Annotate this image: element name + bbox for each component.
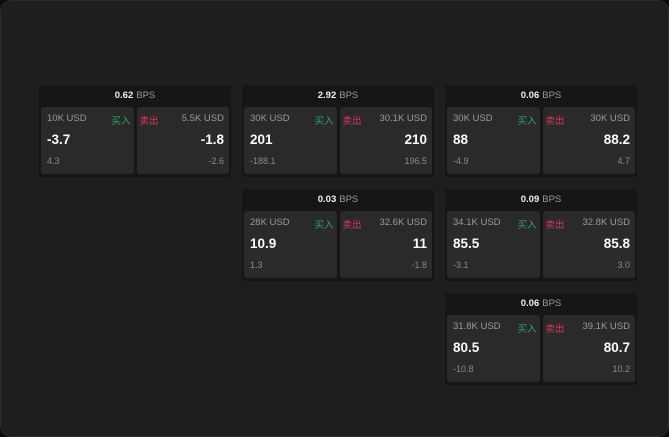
buy-price: 201 (250, 132, 273, 147)
buy-quantity: 30K USD (453, 113, 493, 124)
buy-card[interactable]: 34.1K USD 买入 85.5 -3.1 (447, 211, 540, 278)
sell-card[interactable]: 30K USD 卖出 88.2 4.7 (542, 107, 635, 174)
sell-card[interactable]: 30.1K USD 卖出 210 196.5 (339, 107, 432, 174)
spread-header: 0.62 BPS (39, 85, 231, 106)
buy-label: 买入 (517, 220, 537, 231)
buy-change: 4.3 (47, 156, 60, 166)
buy-change: -188.1 (250, 156, 276, 166)
sell-label: 卖出 (342, 220, 362, 231)
spread-unit: BPS (339, 194, 359, 205)
quote-cards: 34.1K USD 买入 85.5 -3.1 32.8K USD 卖出 85.8… (447, 211, 635, 278)
quote-cards: 30K USD 买入 88 -4.9 30K USD 卖出 88.2 4.7 (447, 107, 635, 174)
sell-card[interactable]: 32.8K USD 卖出 85.8 3.0 (542, 211, 635, 278)
buy-change: -10.8 (453, 364, 474, 374)
buy-card[interactable]: 30K USD 买入 201 -188.1 (244, 107, 337, 174)
sell-label: 卖出 (342, 116, 362, 127)
quote-widget: 2.92 BPS 30K USD 买入 201 -188.1 30.1K USD … (242, 85, 434, 177)
sell-price: -1.8 (200, 132, 224, 147)
sell-change: -2.6 (208, 156, 224, 166)
buy-quantity: 28K USD (250, 217, 290, 228)
sell-quantity: 32.6K USD (379, 217, 427, 228)
sell-change: 3.0 (617, 260, 630, 270)
spread-header: 0.03 BPS (242, 189, 434, 210)
sell-quantity: 32.8K USD (582, 217, 630, 228)
spread-unit: BPS (542, 194, 562, 205)
sell-quantity: 30.1K USD (379, 113, 427, 124)
spread-value: 0.06 (520, 90, 540, 101)
buy-card[interactable]: 30K USD 买入 88 -4.9 (447, 107, 540, 174)
spread-header: 0.06 BPS (445, 85, 637, 106)
spread-unit: BPS (542, 90, 562, 101)
sell-label: 卖出 (545, 220, 565, 231)
spread-header: 2.92 BPS (242, 85, 434, 106)
buy-price: 80.5 (453, 340, 480, 355)
sell-price: 11 (412, 236, 427, 251)
spread-value: 0.03 (317, 194, 337, 205)
buy-quantity: 34.1K USD (453, 217, 501, 228)
spread-unit: BPS (136, 90, 156, 101)
buy-change: -4.9 (453, 156, 469, 166)
quote-cards: 28K USD 买入 10.9 1.3 32.6K USD 卖出 11 -1.8 (244, 211, 432, 278)
sell-card[interactable]: 5.5K USD 卖出 -1.8 -2.6 (136, 107, 229, 174)
spread-value: 2.92 (317, 90, 337, 101)
spread-value: 0.09 (520, 194, 540, 205)
buy-label: 买入 (517, 324, 537, 335)
spread-header: 0.09 BPS (445, 189, 637, 210)
quote-widget: 0.62 BPS 10K USD 买入 -3.7 4.3 5.5K USD 卖出 … (39, 85, 231, 177)
quote-widget: 0.09 BPS 34.1K USD 买入 85.5 -3.1 32.8K USD… (445, 189, 637, 281)
buy-card[interactable]: 28K USD 买入 10.9 1.3 (244, 211, 337, 278)
sell-card[interactable]: 39.1K USD 卖出 80.7 10.2 (542, 315, 635, 382)
quote-widget: 0.06 BPS 31.8K USD 买入 80.5 -10.8 39.1K US… (445, 293, 637, 385)
quote-cards: 10K USD 买入 -3.7 4.3 5.5K USD 卖出 -1.8 -2.… (41, 107, 229, 174)
quote-widget: 0.03 BPS 28K USD 买入 10.9 1.3 32.6K USD 卖出… (242, 189, 434, 281)
buy-price: 10.9 (250, 236, 277, 251)
buy-label: 买入 (314, 220, 334, 231)
buy-label: 买入 (517, 116, 537, 127)
spread-unit: BPS (542, 298, 562, 309)
sell-card[interactable]: 32.6K USD 卖出 11 -1.8 (339, 211, 432, 278)
sell-label: 卖出 (545, 324, 565, 335)
sell-label: 卖出 (545, 116, 565, 127)
sell-price: 80.7 (603, 340, 630, 355)
buy-card[interactable]: 10K USD 买入 -3.7 4.3 (41, 107, 134, 174)
buy-quantity: 30K USD (250, 113, 290, 124)
sell-price: 85.8 (603, 236, 630, 251)
quote-cards: 30K USD 买入 201 -188.1 30.1K USD 卖出 210 1… (244, 107, 432, 174)
spread-header: 0.06 BPS (445, 293, 637, 314)
sell-label: 卖出 (139, 116, 159, 127)
buy-card[interactable]: 31.8K USD 买入 80.5 -10.8 (447, 315, 540, 382)
sell-change: 196.5 (404, 156, 427, 166)
sell-quantity: 39.1K USD (582, 321, 630, 332)
quote-cards: 31.8K USD 买入 80.5 -10.8 39.1K USD 卖出 80.… (447, 315, 635, 382)
buy-price: -3.7 (47, 132, 71, 147)
buy-quantity: 10K USD (47, 113, 87, 124)
sell-change: 10.2 (612, 364, 630, 374)
buy-change: 1.3 (250, 260, 263, 270)
buy-price: 85.5 (453, 236, 480, 251)
quote-widget: 0.06 BPS 30K USD 买入 88 -4.9 30K USD 卖出 88… (445, 85, 637, 177)
sell-price: 88.2 (603, 132, 630, 147)
sell-quantity: 5.5K USD (181, 113, 224, 124)
buy-change: -3.1 (453, 260, 469, 270)
buy-label: 买入 (314, 116, 334, 127)
sell-change: 4.7 (617, 156, 630, 166)
spread-value: 0.62 (114, 90, 134, 101)
sell-change: -1.8 (411, 260, 427, 270)
buy-label: 买入 (111, 116, 131, 127)
spread-value: 0.06 (520, 298, 540, 309)
buy-price: 88 (453, 132, 469, 147)
spread-unit: BPS (339, 90, 359, 101)
buy-quantity: 31.8K USD (453, 321, 501, 332)
sell-quantity: 30K USD (590, 113, 630, 124)
sell-price: 210 (404, 132, 427, 147)
